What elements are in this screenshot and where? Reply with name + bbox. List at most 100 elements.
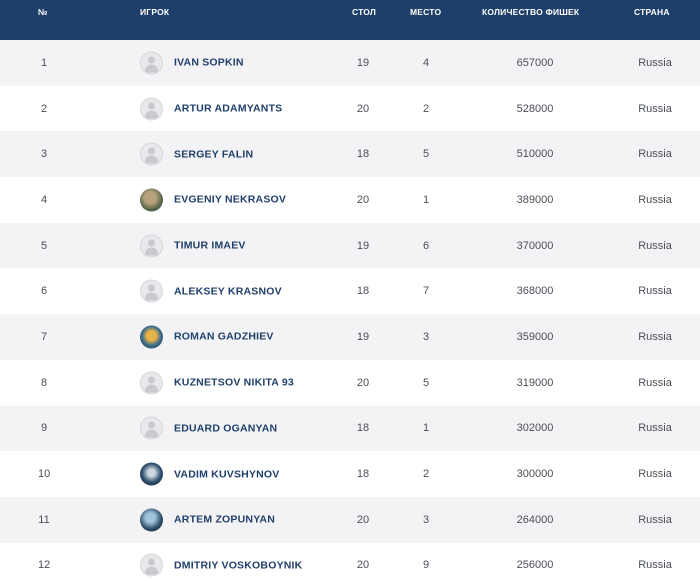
table-number: 20	[356, 193, 370, 206]
header-num[interactable]: №	[38, 7, 48, 17]
rank-number: 8	[40, 376, 48, 389]
placeholder-avatar-icon	[140, 51, 163, 75]
seat-number: 3	[422, 330, 430, 343]
country: Russia	[638, 102, 672, 115]
header-chips[interactable]: КОЛИЧЕСТВО ФИШЕК	[482, 7, 580, 17]
table-row[interactable]: 5 TIMUR IMAEV 19 6 370000 Russia	[0, 222, 700, 269]
table-number: 18	[356, 422, 370, 435]
player-name-link[interactable]: KUZNETSOV NIKITA 93	[174, 376, 294, 389]
header-table[interactable]: СТОЛ	[352, 7, 377, 17]
country: Russia	[638, 559, 672, 572]
player-cell: ARTUR ADAMYANTS	[140, 97, 283, 121]
player-name-link[interactable]: VADIM KUVSHYNOV	[174, 468, 280, 481]
player-name-link[interactable]: IVAN SOPKIN	[174, 56, 244, 69]
rank-number: 5	[40, 239, 48, 252]
player-photo-avatar	[140, 325, 163, 349]
placeholder-avatar-icon	[140, 416, 163, 440]
country: Russia	[638, 239, 672, 252]
player-cell: IVAN SOPKIN	[140, 51, 244, 75]
seat-number: 2	[422, 102, 430, 115]
country: Russia	[638, 148, 672, 161]
player-cell: SERGEY FALIN	[140, 142, 254, 166]
table-number: 18	[356, 285, 370, 298]
seat-number: 7	[422, 285, 430, 298]
player-name-link[interactable]: DMITRIY VOSKOBOYNIK	[174, 559, 303, 572]
placeholder-avatar-icon	[140, 553, 163, 577]
table-number: 18	[356, 468, 370, 481]
chip-count: 256000	[516, 559, 554, 572]
rank-number: 4	[40, 193, 48, 206]
player-cell: EDUARD OGANYAN	[140, 416, 278, 440]
table-row[interactable]: 9 EDUARD OGANYAN 18 1 302000 Russia	[0, 405, 700, 452]
player-cell: VADIM KUVSHYNOV	[140, 462, 280, 486]
table-row[interactable]: 1 IVAN SOPKIN 19 4 657000 Russia	[0, 40, 700, 86]
player-cell: DMITRIY VOSKOBOYNIK	[140, 553, 303, 577]
player-photo-avatar	[140, 508, 163, 532]
player-name-link[interactable]: EDUARD OGANYAN	[174, 422, 278, 435]
rank-number: 7	[40, 330, 48, 343]
table-row[interactable]: 10 VADIM KUVSHYNOV 18 2 300000 Russia	[0, 451, 700, 497]
rank-number: 2	[40, 102, 48, 115]
seat-number: 3	[422, 513, 430, 526]
table-row[interactable]: 4 EVGENIY NEKRASOV 20 1 389000 Russia	[0, 177, 700, 223]
header-place[interactable]: МЕСТО	[410, 7, 442, 17]
seat-number: 2	[422, 468, 430, 481]
placeholder-avatar-icon	[140, 371, 163, 395]
player-cell: ARTEM ZOPUNYAN	[140, 508, 276, 532]
player-name-link[interactable]: TIMUR IMAEV	[174, 239, 246, 252]
table-number: 19	[356, 330, 370, 343]
table-row[interactable]: 8 KUZNETSOV NIKITA 93 20 5 319000 Russia	[0, 359, 700, 406]
chip-count: 368000	[516, 285, 554, 298]
rank-number: 10	[38, 468, 51, 481]
chip-count: 657000	[516, 56, 554, 69]
chip-count: 510000	[516, 148, 554, 161]
country: Russia	[638, 376, 672, 389]
chip-count: 264000	[516, 513, 554, 526]
table-row[interactable]: 11 ARTEM ZOPUNYAN 20 3 264000 Russia	[0, 496, 700, 543]
player-cell: ROMAN GADZHIEV	[140, 325, 274, 349]
table-number: 19	[356, 56, 370, 69]
player-name-link[interactable]: EVGENIY NEKRASOV	[174, 193, 287, 206]
chip-count: 319000	[516, 376, 554, 389]
country: Russia	[638, 193, 672, 206]
chip-count: 302000	[516, 422, 554, 435]
rank-number: 6	[40, 285, 48, 298]
table-body: 1 IVAN SOPKIN 19 4 657000 Russia 2 ARTUR ADAMYA…	[0, 40, 700, 581]
player-cell: KUZNETSOV NIKITA 93	[140, 371, 294, 395]
rank-number: 11	[38, 513, 50, 526]
header-country[interactable]: СТРАНА	[634, 7, 670, 17]
player-name-link[interactable]: ARTEM ZOPUNYAN	[174, 513, 276, 526]
chip-count: 528000	[516, 102, 554, 115]
chip-count: 389000	[516, 193, 554, 206]
rank-number: 1	[40, 56, 48, 69]
table-number: 20	[356, 559, 370, 572]
table-row[interactable]: 7 ROMAN GADZHIEV 19 3 359000 Russia	[0, 314, 700, 360]
table-row[interactable]: 12 DMITRIY VOSKOBOYNIK 20 9 256000 Russia	[0, 542, 700, 581]
seat-number: 5	[422, 148, 430, 161]
table-number: 19	[356, 239, 370, 252]
table-row[interactable]: 3 SERGEY FALIN 18 5 510000 Russia	[0, 131, 700, 178]
seat-number: 4	[422, 56, 430, 69]
country: Russia	[638, 468, 672, 481]
player-name-link[interactable]: ALEKSEY KRASNOV	[174, 285, 282, 298]
placeholder-avatar-icon	[140, 234, 163, 258]
placeholder-avatar-icon	[140, 97, 163, 121]
player-name-link[interactable]: ROMAN GADZHIEV	[174, 330, 274, 343]
player-cell: EVGENIY NEKRASOV	[140, 188, 287, 212]
seat-number: 1	[422, 193, 430, 206]
header-player[interactable]: ИГРОК	[140, 7, 170, 17]
chip-count: 359000	[516, 330, 554, 343]
player-name-link[interactable]: ARTUR ADAMYANTS	[174, 102, 283, 115]
table-row[interactable]: 6 ALEKSEY KRASNOV 18 7 368000 Russia	[0, 268, 700, 315]
country: Russia	[638, 285, 672, 298]
rank-number: 9	[40, 422, 48, 435]
player-name-link[interactable]: SERGEY FALIN	[174, 148, 254, 161]
seat-number: 1	[422, 422, 430, 435]
table-row[interactable]: 2 ARTUR ADAMYANTS 20 2 528000 Russia	[0, 85, 700, 132]
seat-number: 6	[422, 239, 430, 252]
player-cell: TIMUR IMAEV	[140, 234, 246, 258]
player-photo-avatar	[140, 462, 163, 486]
seat-number: 5	[422, 376, 430, 389]
country: Russia	[638, 330, 672, 343]
